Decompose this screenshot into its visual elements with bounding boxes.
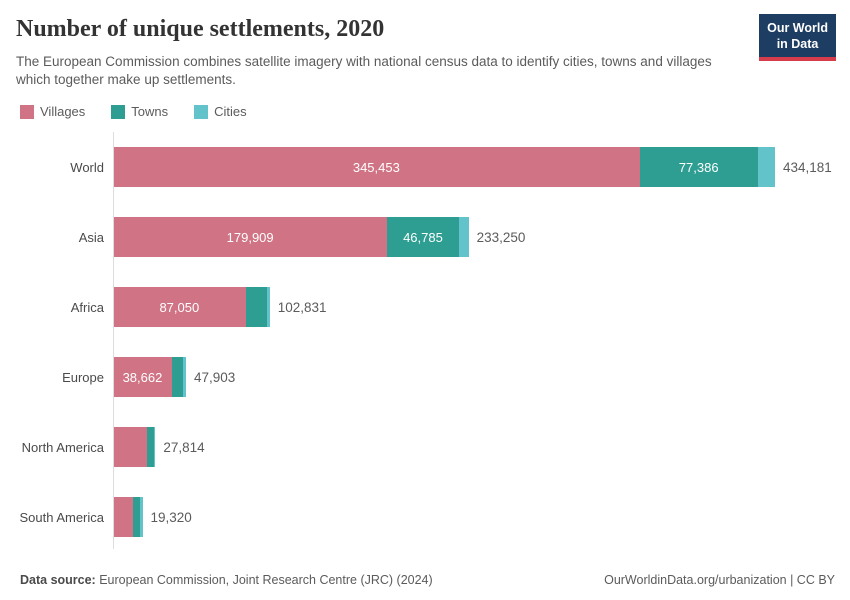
bar-segment-villages[interactable]: 345,453: [113, 147, 640, 188]
legend-label: Villages: [40, 104, 86, 120]
total-value-label: 27,814: [163, 439, 205, 455]
bar-segment-towns[interactable]: [245, 287, 267, 328]
bar-segment-villages[interactable]: 87,050: [113, 287, 246, 328]
row-label: Africa: [70, 299, 104, 315]
bar-segment-cities[interactable]: [266, 287, 270, 328]
row-label: Asia: [78, 229, 104, 245]
footer: Data source: European Commission, Joint …: [0, 573, 850, 587]
plot: World 345,453 77,386 434,181 Asia 179,909 46,7…: [0, 132, 850, 550]
header: Number of unique settlements, 2020 The E…: [0, 0, 850, 90]
bar-segment-villages[interactable]: [113, 497, 133, 538]
segment-value-label: 179,909: [226, 229, 274, 245]
chart-row: South America 19,320: [0, 497, 850, 538]
row-label: South America: [19, 509, 104, 525]
bar-segment-cities[interactable]: [153, 427, 156, 468]
bar-segment-cities[interactable]: [140, 497, 143, 538]
bar-europe[interactable]: 38,662: [113, 357, 186, 398]
bar-segment-towns[interactable]: [171, 357, 183, 398]
owid-logo-line2: in Data: [776, 37, 819, 52]
data-source: Data source: European Commission, Joint …: [20, 573, 433, 587]
legend-item-towns[interactable]: Towns: [111, 104, 168, 119]
legend-label: Cities: [214, 104, 247, 120]
segment-value-label: 345,453: [352, 159, 400, 175]
legend-swatch-icon: [111, 104, 126, 119]
chart-title: Number of unique settlements, 2020: [16, 16, 385, 42]
bar-segment-cities[interactable]: [757, 147, 775, 188]
legend-swatch-icon: [20, 104, 34, 119]
total-value-label: 233,250: [476, 229, 526, 245]
total-value-label: 19,320: [150, 509, 192, 525]
bar-segment-villages[interactable]: 179,909: [113, 217, 388, 258]
segment-value-label: 77,386: [678, 159, 719, 175]
data-source-label: Data source:: [20, 573, 96, 587]
legend-item-villages[interactable]: Villages: [20, 104, 85, 119]
row-label: World: [70, 159, 104, 175]
y-axis-line: [113, 132, 114, 550]
owid-logo-line1: Our World: [767, 21, 828, 35]
bar-segment-towns[interactable]: [147, 427, 154, 468]
bar-south-america[interactable]: [113, 497, 143, 538]
chart-row: North America 27,814: [0, 427, 850, 468]
bar-segment-towns[interactable]: 77,386: [639, 147, 758, 188]
legend: Villages Towns Cities: [0, 90, 850, 119]
owid-logo[interactable]: Our World in Data: [759, 14, 836, 61]
chart-row: Asia 179,909 46,785 233,250: [0, 217, 850, 258]
legend-label: Towns: [131, 104, 169, 120]
total-value-label: 434,181: [782, 159, 832, 175]
total-value-label: 102,831: [277, 299, 327, 315]
chart-row: World 345,453 77,386 434,181: [0, 147, 850, 188]
segment-value-label: 87,050: [159, 299, 200, 315]
bar-segment-villages[interactable]: 38,662: [113, 357, 172, 398]
bar-segment-villages[interactable]: [113, 427, 148, 468]
legend-item-cities[interactable]: Cities: [194, 104, 247, 119]
bar-north-america[interactable]: [113, 427, 156, 468]
bar-world[interactable]: 345,453 77,386: [113, 147, 775, 188]
total-value-label: 47,903: [193, 369, 236, 385]
owid-url-link[interactable]: OurWorldinData.org/urbanization | CC BY: [604, 573, 835, 587]
legend-swatch-icon: [194, 104, 209, 119]
bar-africa[interactable]: 87,050: [113, 287, 270, 328]
bar-asia[interactable]: 179,909 46,785: [113, 217, 469, 258]
chart-row: Africa 87,050 102,831: [0, 287, 850, 328]
row-label: North America: [21, 439, 104, 455]
bar-segment-towns[interactable]: 46,785: [387, 217, 459, 258]
plot-rows: World 345,453 77,386 434,181 Asia 179,909 46,7…: [0, 147, 850, 538]
bar-segment-towns[interactable]: [133, 497, 140, 538]
segment-value-label: 46,785: [403, 229, 443, 245]
segment-value-label: 38,662: [122, 369, 163, 385]
data-source-text: European Commission, Joint Research Cent…: [95, 573, 433, 587]
chart-subtitle: The European Commission combines satelli…: [16, 53, 712, 88]
chart-row: Europe 38,662 47,903: [0, 357, 850, 398]
row-label: Europe: [62, 369, 104, 385]
header-text: Number of unique settlements, 2020 The E…: [16, 12, 716, 90]
bar-segment-cities[interactable]: [182, 357, 186, 398]
bar-segment-cities[interactable]: [458, 217, 469, 258]
